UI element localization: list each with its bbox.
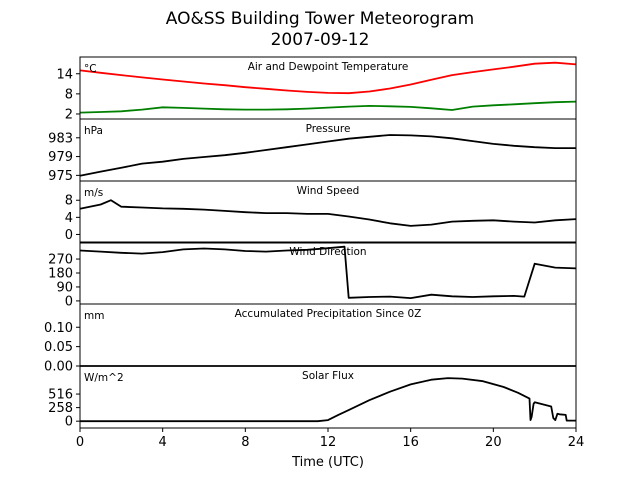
y-tick-label-precip-2: 0.10	[44, 321, 73, 336]
series-line-temp-1	[79, 100, 577, 114]
panel-wind_speed: 0 4 8 Wind Speed m/s	[65, 180, 577, 244]
y-tick-label-temp-1: 8	[65, 87, 73, 102]
y-tick-label-temp-2: 14	[56, 67, 73, 82]
y-tick-label-wind_dir-2: 180	[48, 267, 73, 282]
figure-subtitle: 2007-09-12	[271, 30, 370, 50]
x-axis-label: Time (UTC)	[291, 455, 364, 470]
y-tick-label-solar-2: 516	[48, 388, 73, 403]
y-tick-label-wind_dir-3: 270	[48, 253, 73, 268]
panel-title-solar: Solar Flux	[302, 370, 354, 382]
panel-pressure: 975 979 983 Pressure hPa	[48, 118, 577, 184]
panel-title-wind_speed: Wind Speed	[297, 185, 360, 197]
y-tick-label-precip-0: 0.00	[44, 360, 73, 375]
panels-group: 2 8 14 Air and Dewpoint Temperature °C 975 979…	[44, 56, 577, 430]
y-tick-label-wind_dir-0: 0	[65, 294, 73, 309]
series-line-solar-0	[80, 377, 576, 423]
series-line-temp-0	[79, 61, 577, 95]
y-tick-label-precip-1: 0.05	[44, 340, 73, 355]
panel-unit-solar: W/m^2	[84, 372, 124, 384]
y-tick-label-solar-1: 258	[48, 401, 73, 416]
panel-frame-wind_speed	[79, 180, 577, 244]
series-line-pressure-0	[79, 134, 576, 177]
y-tick-label-pressure-2: 983	[48, 131, 73, 146]
y-tick-label-temp-0: 2	[65, 107, 73, 122]
y-tick-label-wind_speed-2: 8	[65, 194, 73, 209]
panel-precip: 0.00 0.05 0.10 Accumulated Precipitation Si…	[44, 303, 577, 375]
y-tick-label-wind_dir-1: 90	[56, 280, 73, 295]
x-tick-label-0: 0	[76, 435, 84, 450]
y-tick-label-solar-0: 0	[65, 415, 73, 430]
panel-title-precip: Accumulated Precipitation Since 0Z	[235, 308, 422, 320]
x-tick-label-5: 20	[485, 435, 502, 450]
y-tick-label-wind_speed-1: 4	[65, 211, 73, 226]
y-tick-label-pressure-0: 975	[48, 169, 73, 184]
x-tick-label-4: 16	[402, 435, 419, 450]
panel-temp: 2 8 14 Air and Dewpoint Temperature °C	[56, 56, 577, 122]
panel-unit-pressure: hPa	[84, 125, 103, 137]
panel-title-wind_dir: Wind Direction	[289, 246, 366, 258]
figure-title: AO&SS Building Tower Meteorogram	[166, 9, 474, 29]
panel-title-pressure: Pressure	[306, 123, 351, 135]
panel-title-temp: Air and Dewpoint Temperature	[248, 61, 409, 73]
x-tick-label-3: 12	[320, 435, 337, 450]
series-line-wind_speed-0	[79, 199, 577, 227]
y-tick-label-pressure-1: 979	[48, 150, 73, 165]
series-line-wind_dir-0	[79, 245, 577, 300]
panel-unit-wind_speed: m/s	[84, 187, 103, 199]
x-axis: 0 4 8 12 16 20 24	[76, 428, 584, 450]
x-tick-label-6: 24	[568, 435, 585, 450]
x-tick-label-2: 8	[241, 435, 249, 450]
panel-unit-temp: °C	[84, 63, 97, 75]
x-tick-label-1: 4	[159, 435, 167, 450]
y-tick-label-wind_speed-0: 0	[65, 228, 73, 243]
panel-unit-precip: mm	[84, 310, 104, 322]
